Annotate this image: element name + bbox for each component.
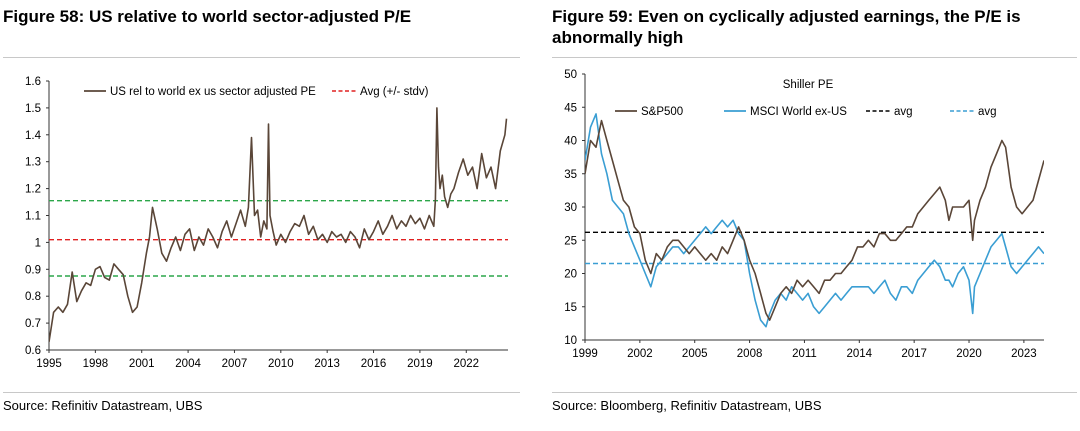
y-tick-label: 35 [564,169,577,181]
figure-58-chart: 0.6 0.7 0.8 0.9 1 1.1 1.2 1.3 1.4 1.5 1.6 1995 1998 2… [25,76,508,370]
y-tick-label: 0.8 [25,291,41,303]
x-tick-label: 2001 [129,358,155,370]
y-tick-label: 1.6 [25,76,41,88]
y-tick-label: 1.5 [25,103,41,115]
legend-label: avg [894,106,913,118]
x-tick-label: 2008 [737,348,763,360]
y-tick-label: 1.1 [25,211,41,223]
legend-label: S&P500 [641,106,683,118]
x-tick-label: 2014 [847,348,873,360]
figure-59-panel: Figure 59: Even on cyclically adjusted e… [552,0,1080,431]
chart-title: Shiller PE [783,79,834,91]
series-line-s-p500 [585,119,1044,321]
x-tick-label: 2016 [361,358,387,370]
y-tick-label: 0.9 [25,264,41,276]
x-tick-label: 1999 [572,348,598,360]
x-tick-label: 2017 [901,348,927,360]
y-tick-label: 10 [564,335,577,347]
y-tick-label: 0.6 [25,345,41,357]
x-tick-label: 2013 [314,358,340,370]
figure-58-source: Source: Refinitiv Datastream, UBS [3,398,203,413]
y-tick-label: 1.3 [25,157,41,169]
legend-label: US rel to world ex us sector adjusted PE [110,86,316,98]
y-tick-label: 45 [564,102,577,114]
y-tick-label: 25 [564,235,577,247]
legend-label: avg [978,106,997,118]
y-tick-label: 40 [564,136,577,148]
x-tick-label: 1998 [83,358,109,370]
y-tick-label: 1 [35,237,41,249]
y-tick-label: 50 [564,69,577,81]
y-tick-label: 15 [564,302,577,314]
figure-59-chart: 10 15 20 25 30 35 40 45 50 1999 2002 2005 2008 2011 20… [564,69,1044,360]
x-tick-label: 2010 [268,358,294,370]
figure-59-source: Source: Bloomberg, Refinitiv Datastream,… [552,398,822,413]
x-tick-label: 2019 [407,358,433,370]
x-tick-label: 2023 [1011,348,1037,360]
figure-59-bottom-rule [552,392,1077,393]
figure-58-title: Figure 58: US relative to world sector-a… [3,7,412,26]
figure-58-bottom-rule [3,392,520,393]
x-tick-label: 2002 [627,348,653,360]
series-line-msci-world-ex-us [585,113,1044,328]
y-tick-label: 1.4 [25,130,42,142]
figure-59-title: Figure 59: Even on cyclically adjusted e… [552,7,1021,47]
legend-label: Avg (+/- stdv) [360,86,429,98]
legend-label: MSCI World ex-US [750,106,847,118]
y-tick-label: 0.7 [25,318,41,330]
x-tick-label: 2004 [175,358,201,370]
x-tick-label: 1995 [36,358,62,370]
y-tick-label: 30 [564,202,577,214]
figure-58-panel: Figure 58: US relative to world sector-a… [0,0,520,431]
x-tick-label: 2022 [453,358,479,370]
x-tick-label: 2007 [222,358,248,370]
y-tick-label: 1.2 [25,184,41,196]
x-tick-label: 2011 [792,348,817,360]
x-tick-label: 2020 [956,348,982,360]
figure-58-top-rule [3,57,520,58]
y-tick-label: 20 [564,269,577,281]
x-tick-label: 2005 [682,348,708,360]
series-line-us-rel-to-world-ex-us-sector-adjusted-pe [49,107,508,343]
figure-59-top-rule [552,57,1077,58]
